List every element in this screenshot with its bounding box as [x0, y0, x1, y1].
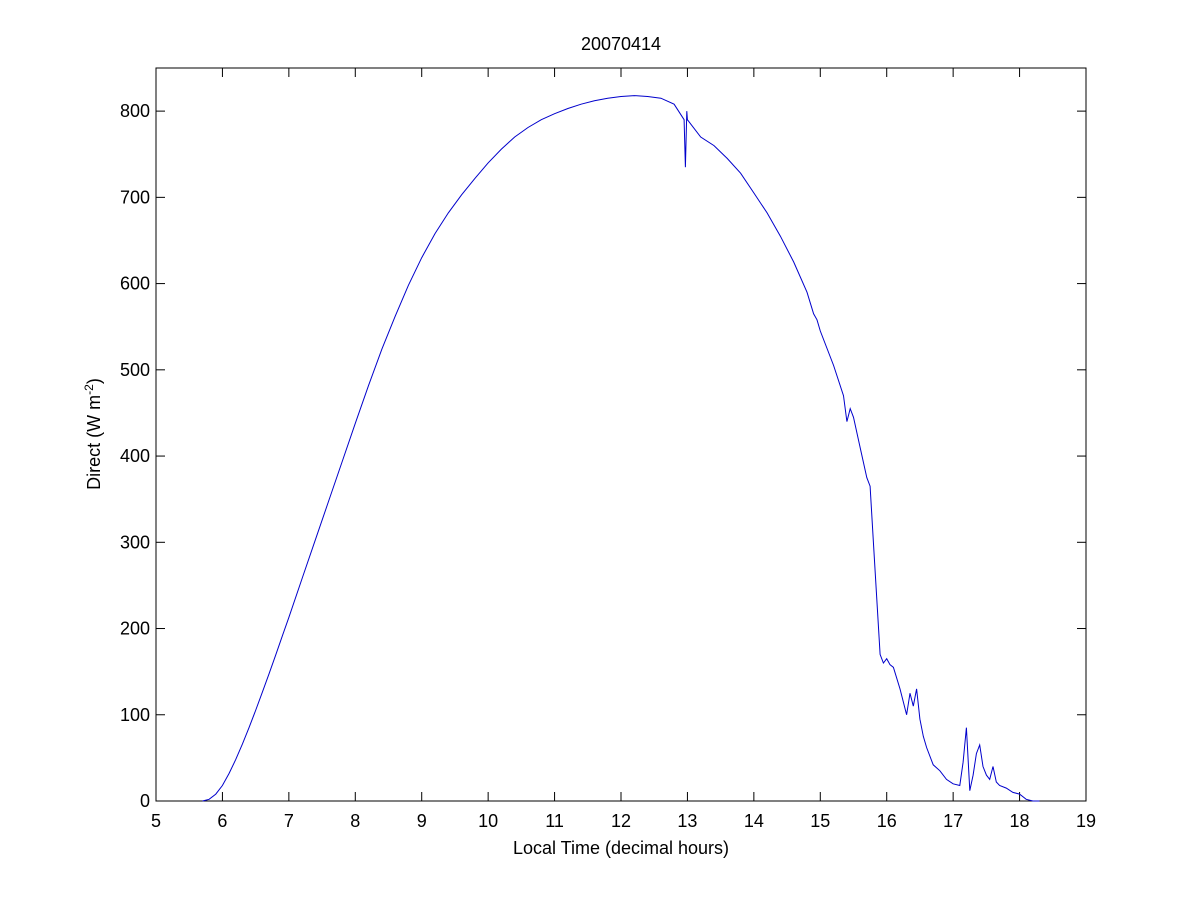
x-tick-label: 5 [151, 811, 161, 831]
x-tick-label: 14 [744, 811, 764, 831]
y-tick-label: 500 [120, 360, 150, 380]
x-tick-label: 7 [284, 811, 294, 831]
y-tick-label: 600 [120, 274, 150, 294]
x-tick-label: 16 [877, 811, 897, 831]
x-tick-label: 17 [943, 811, 963, 831]
x-tick-label: 6 [217, 811, 227, 831]
y-tick-label: 200 [120, 619, 150, 639]
x-axis-tick-labels: 5 6 7 8 9 10 11 12 13 14 15 16 17 18 19 [151, 811, 1096, 831]
y-tick-label: 700 [120, 187, 150, 207]
y-tick-label: 100 [120, 705, 150, 725]
x-tick-label: 19 [1076, 811, 1096, 831]
x-axis-ticks [155, 68, 1087, 801]
x-tick-label: 11 [545, 811, 564, 831]
x-tick-label: 13 [677, 811, 697, 831]
series-line-direct [202, 95, 1040, 802]
y-tick-label: 400 [120, 446, 150, 466]
x-tick-label: 8 [350, 811, 360, 831]
x-tick-label: 15 [810, 811, 830, 831]
y-axis-label-close: ) [84, 378, 104, 384]
plot-area-frame [155, 67, 1087, 802]
y-axis-ticks [156, 110, 1086, 802]
y-axis-label-superscript: -2 [82, 384, 96, 395]
chart-title: 20070414 [581, 34, 661, 54]
y-axis-tick-labels: 0 100 200 300 400 500 600 700 800 [120, 101, 150, 811]
x-axis-label: Local Time (decimal hours) [513, 838, 729, 858]
y-tick-label: 800 [120, 101, 150, 121]
y-axis-label-main: Direct (W m [84, 395, 104, 490]
y-tick-label: 0 [140, 791, 150, 811]
x-tick-label: 18 [1010, 811, 1030, 831]
y-axis-label: Direct (W m-2) [82, 378, 104, 490]
x-tick-label: 12 [611, 811, 631, 831]
x-tick-label: 9 [417, 811, 427, 831]
y-tick-label: 300 [120, 532, 150, 552]
x-tick-label: 10 [478, 811, 498, 831]
